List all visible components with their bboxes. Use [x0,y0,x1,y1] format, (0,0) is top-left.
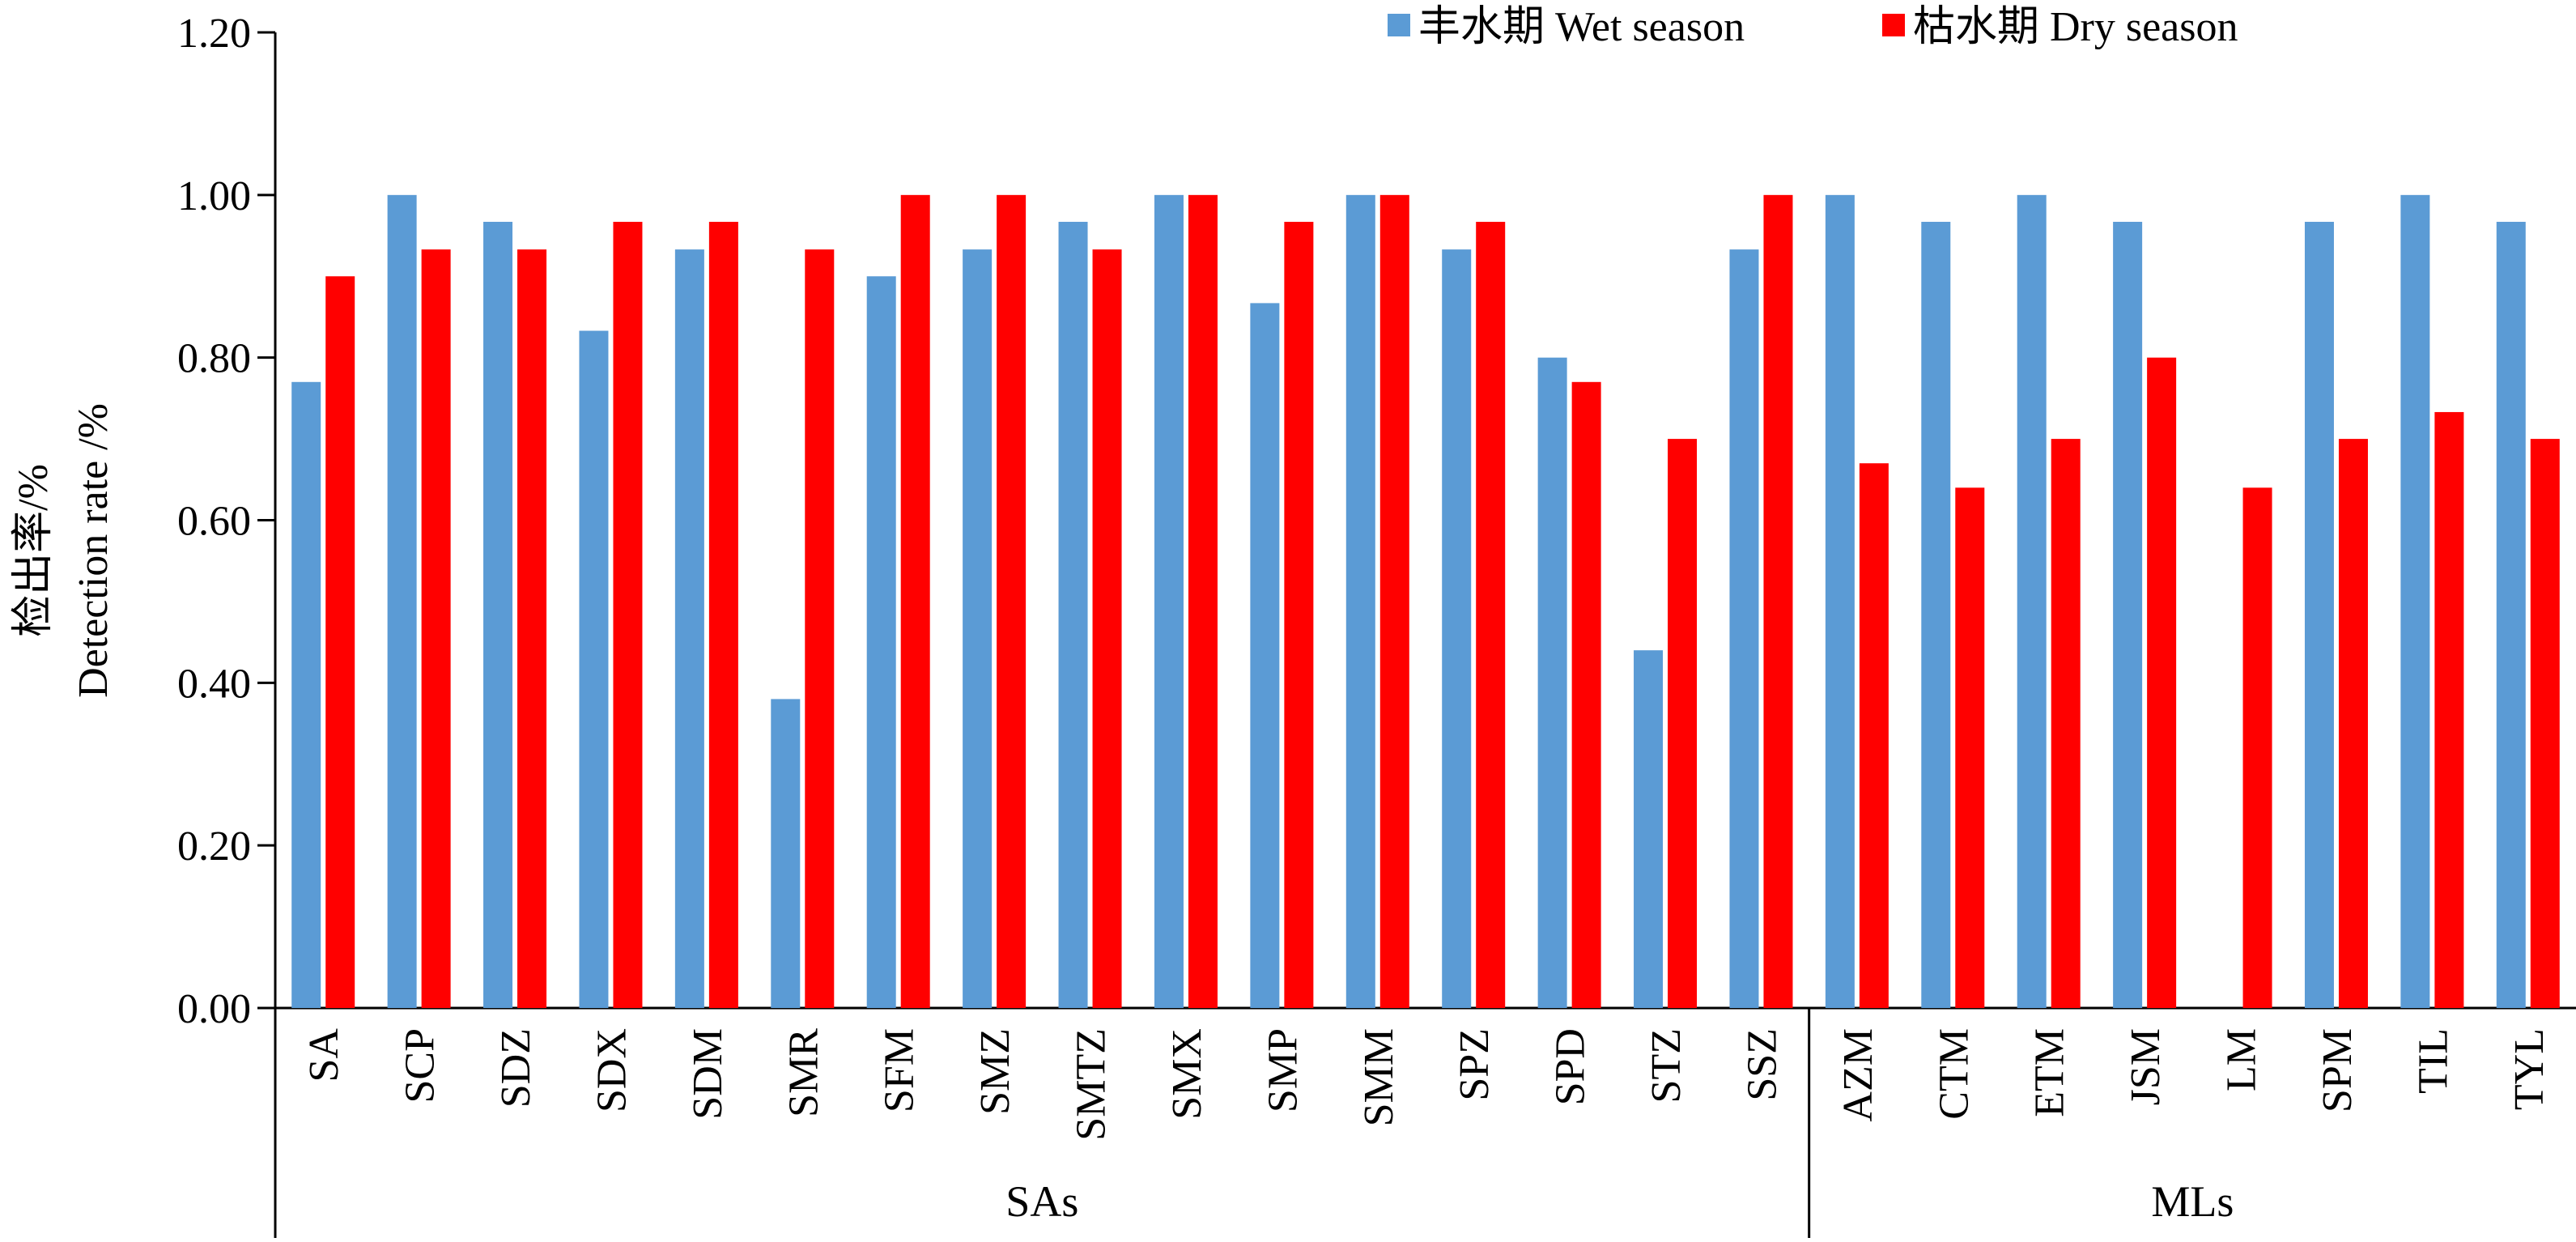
y-axis-label-cn: 检出率/% [11,464,57,637]
x-tick-label: SDX [589,1028,635,1112]
bar-dry-lm [2242,487,2272,1008]
bar-wet-scp [387,194,417,1009]
bar-dry-smm [1379,194,1409,1009]
bar-dry-smtz [1092,249,1122,1008]
y-tick-label: 0.40 [177,661,251,707]
x-tick-label: SMM [1356,1028,1402,1126]
legend-label-wet: 丰水期 Wet season [1418,4,1745,50]
bar-wet-sfm [866,276,896,1008]
x-tick-label: SMR [780,1028,827,1117]
bar-wet-spm [2304,221,2334,1008]
y-tick-label: 0.20 [177,823,251,870]
bar-wet-stz [1634,650,1664,1008]
group-label-sas: SAs [1005,1177,1078,1226]
x-tick-label: SMX [1164,1028,1210,1120]
bar-wet-spd [1537,357,1567,1009]
bar-dry-sdm [708,221,738,1008]
bar-wet-smm [1345,194,1375,1009]
x-tick-label: SPZ [1452,1028,1498,1101]
bar-wet-smp [1250,303,1280,1008]
x-tick-label: SDZ [493,1028,539,1108]
x-tick-label: SPM [2315,1028,2361,1112]
x-tick-label: SFM [877,1028,923,1112]
bar-dry-spd [1571,381,1601,1009]
bar-wet-sdz [483,221,513,1008]
bar-dry-sdz [517,249,547,1008]
bar-dry-smr [805,249,835,1008]
bar-dry-smx [1188,194,1218,1009]
x-tick-label: ETM [2027,1028,2073,1117]
y-axis-label-en: Detection rate /% [70,403,117,698]
bar-dry-stz [1668,439,1698,1008]
bar-dry-til [2434,411,2464,1009]
bar-wet-til [2400,194,2430,1009]
legend-swatch-wet [1388,14,1410,36]
bar-dry-sdx [613,221,643,1008]
x-tick-label: SPD [1548,1028,1594,1105]
bar-dry-spm [2338,439,2368,1008]
x-tick-label: SCP [397,1028,444,1104]
bar-dry-tyl [2530,439,2560,1008]
x-tick-label: LM [2219,1028,2265,1091]
bar-wet-spz [1442,249,1472,1008]
bar-wet-etm [2017,194,2047,1009]
x-tick-label: JSM [2123,1028,2169,1105]
legend-swatch-dry [1882,14,1905,36]
bar-wet-tyl [2496,221,2526,1008]
x-tick-label: STZ [1643,1028,1690,1103]
bar-dry-azm [1859,463,1889,1008]
y-tick-label: 0.60 [177,499,251,545]
y-tick-label: 1.20 [177,11,251,57]
bar-wet-sdm [674,249,704,1008]
x-tick-label: SMP [1260,1028,1306,1112]
bar-wet-smr [771,699,801,1008]
bar-dry-smp [1284,221,1314,1008]
bar-wet-azm [1825,194,1855,1009]
bar-dry-smz [997,194,1027,1009]
bar-wet-sa [291,381,321,1009]
bar-dry-spz [1476,221,1506,1008]
bar-dry-ssz [1763,194,1793,1009]
y-tick-label: 0.80 [177,336,251,382]
bar-wet-ssz [1729,249,1759,1008]
bar-dry-jsm [2147,357,2177,1009]
bar-wet-jsm [2113,221,2143,1008]
x-tick-label: SMZ [972,1028,1018,1115]
bar-dry-sa [325,276,355,1008]
x-tick-label: SA [301,1028,347,1082]
bar-dry-etm [2051,439,2081,1008]
bar-wet-ctm [1921,221,1951,1008]
bar-wet-smz [963,249,993,1008]
x-tick-label: TIL [2410,1028,2456,1094]
x-tick-label: CTM [1931,1028,1977,1120]
x-tick-label: SDM [685,1028,731,1120]
bar-dry-ctm [1955,487,1985,1008]
group-label-mls: MLs [2151,1177,2234,1226]
bar-dry-scp [421,249,451,1008]
bar-wet-smx [1154,194,1184,1009]
x-tick-label: AZM [1835,1028,1881,1122]
bar-dry-sfm [900,194,930,1009]
bar-wet-smtz [1058,221,1088,1008]
x-tick-label: SSZ [1739,1028,1785,1101]
bar-wet-sdx [579,330,609,1008]
y-tick-label: 1.00 [177,173,251,219]
x-tick-label: SMTZ [1069,1028,1115,1141]
legend-label-dry: 枯水期 Dry season [1913,4,2238,50]
y-tick-label: 0.00 [177,986,251,1032]
x-tick-label: TYL [2506,1028,2553,1110]
